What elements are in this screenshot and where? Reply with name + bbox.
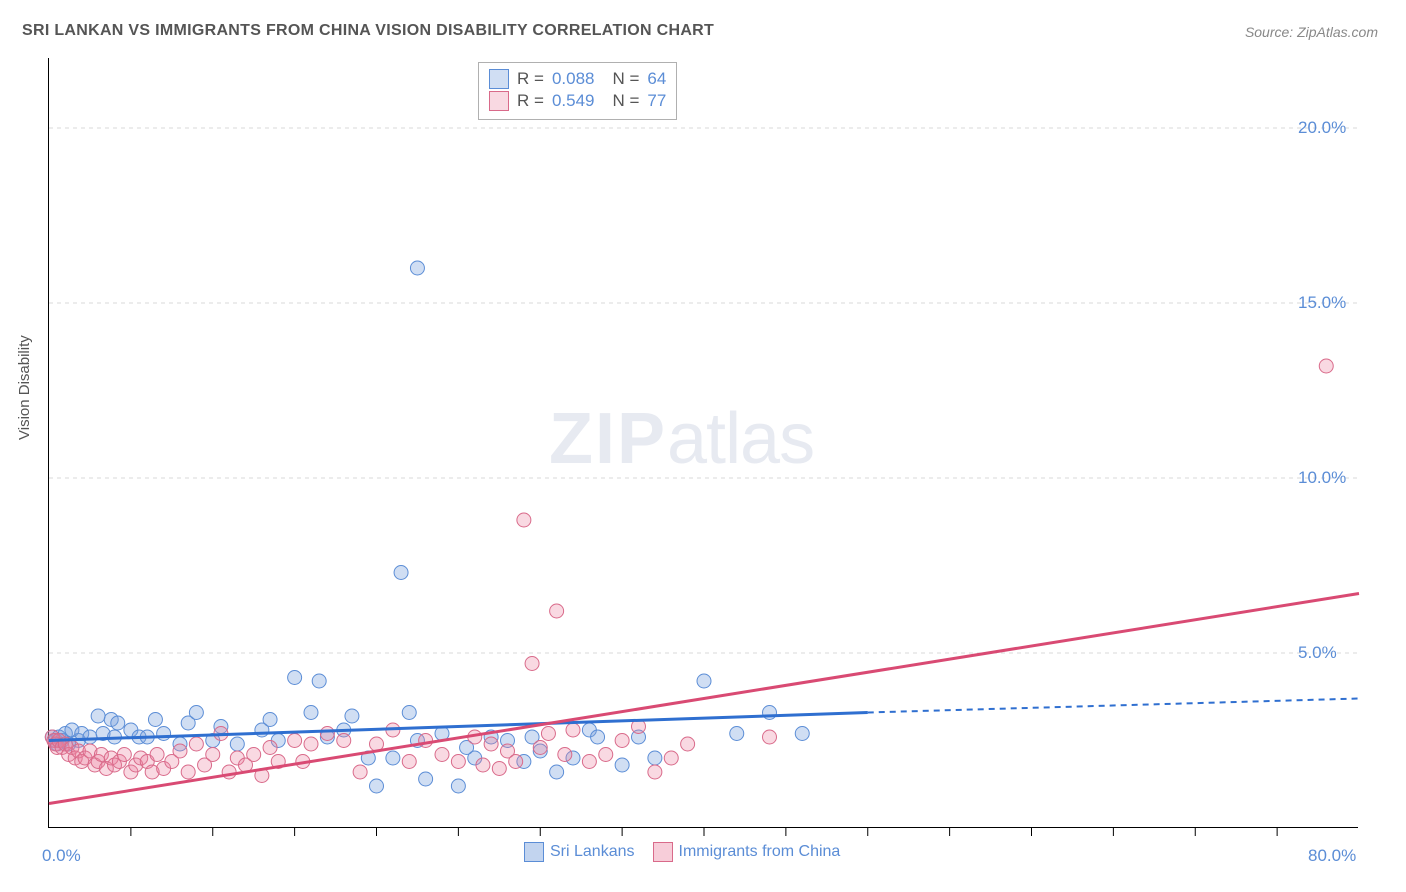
stats-row: R = 0.549 N = 77	[489, 91, 666, 111]
stats-n-label: N =	[612, 91, 639, 111]
stats-r-label: R =	[517, 69, 544, 89]
x-tick-label: 0.0%	[42, 846, 81, 866]
series-swatch	[489, 69, 509, 89]
stats-n-value: 77	[647, 91, 666, 111]
plot-area: ZIPatlas	[48, 58, 1358, 828]
x-tick-label: 80.0%	[1308, 846, 1356, 866]
y-tick-label: 10.0%	[1298, 468, 1346, 488]
legend-label: Sri Lankans	[550, 843, 635, 860]
stats-r-value: 0.088	[552, 69, 595, 89]
stats-r-label: R =	[517, 91, 544, 111]
y-tick-label: 20.0%	[1298, 118, 1346, 138]
series-legend: Sri Lankans Immigrants from China	[524, 842, 840, 862]
stats-n-value: 64	[647, 69, 666, 89]
chart-title: SRI LANKAN VS IMMIGRANTS FROM CHINA VISI…	[22, 22, 714, 40]
y-tick-label: 5.0%	[1298, 643, 1337, 663]
legend-swatch	[653, 842, 673, 862]
stats-n-label: N =	[612, 69, 639, 89]
source-label: Source: ZipAtlas.com	[1245, 24, 1378, 40]
stats-legend: R = 0.088 N = 64 R = 0.549 N = 77	[478, 62, 677, 120]
legend-swatch	[524, 842, 544, 862]
legend-label: Immigrants from China	[679, 843, 841, 860]
legend-item: Immigrants from China	[653, 842, 841, 862]
y-tick-label: 15.0%	[1298, 293, 1346, 313]
chart-svg	[49, 58, 1358, 827]
stats-r-value: 0.549	[552, 91, 595, 111]
y-axis-label: Vision Disability	[16, 335, 33, 440]
series-swatch	[489, 91, 509, 111]
legend-item: Sri Lankans	[524, 842, 635, 862]
stats-row: R = 0.088 N = 64	[489, 69, 666, 89]
